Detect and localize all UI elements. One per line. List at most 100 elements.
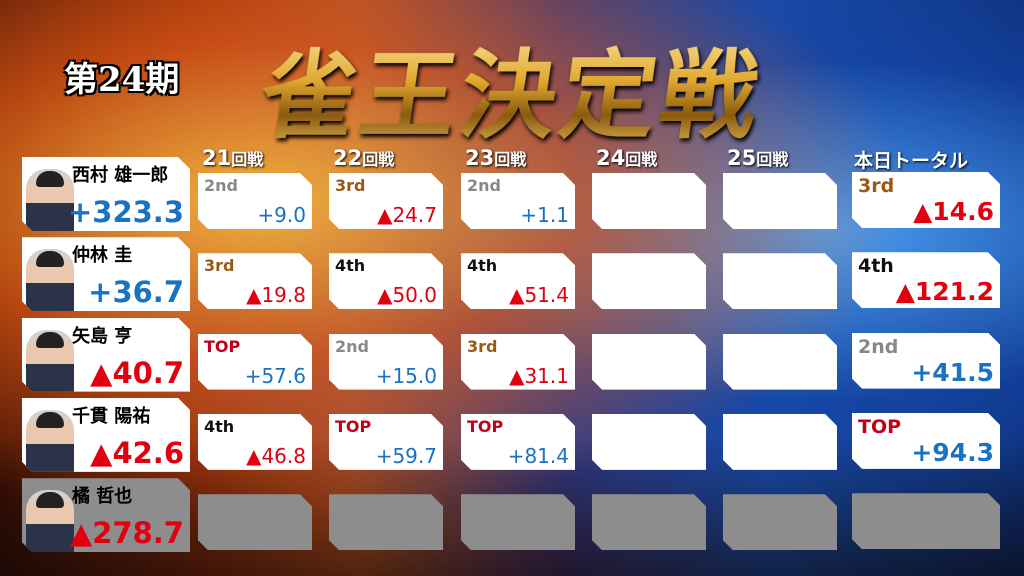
score-value: +9.0 xyxy=(257,203,306,227)
player-name: 千貫 陽祐 xyxy=(72,405,151,427)
player-photo xyxy=(26,169,74,231)
score-value: +41.5 xyxy=(911,357,994,387)
day-total-card: 4th ▲121.2 xyxy=(852,252,1000,308)
round-number: 24 xyxy=(596,146,626,170)
score-value: +81.4 xyxy=(507,443,569,468)
score-value: +15.0 xyxy=(375,363,437,388)
score-value: ▲14.6 xyxy=(913,197,994,226)
game-score-card: TOP +57.6 xyxy=(198,334,312,390)
player-card: 西村 雄一郎 +323.3 xyxy=(22,157,190,231)
game-score-card xyxy=(592,253,706,309)
game-score-card: TOP +59.7 xyxy=(329,414,443,470)
game-score-card: 4th ▲51.4 xyxy=(461,253,575,309)
game-score-card xyxy=(723,494,837,550)
rank-label: 4th xyxy=(858,255,894,278)
rank-label: 4th xyxy=(467,256,498,276)
rank-label: 3rd xyxy=(335,176,366,195)
game-score-card: 3rd ▲24.7 xyxy=(329,173,443,229)
player-total: ▲42.6 xyxy=(90,435,184,470)
round-unit: 本日トータル xyxy=(854,150,969,172)
game-score-card: 2nd +1.1 xyxy=(461,173,575,229)
game-score-card: 3rd ▲19.8 xyxy=(198,253,312,309)
score-value: +59.7 xyxy=(375,443,437,468)
game-score-card xyxy=(723,173,837,229)
game-score-card: 2nd +15.0 xyxy=(329,334,443,390)
player-card: 矢島 亨 ▲40.7 xyxy=(22,318,190,392)
day-total-card: 3rd ▲14.6 xyxy=(852,172,1000,228)
game-score-card: 2nd +9.0 xyxy=(198,173,312,229)
player-total: +323.3 xyxy=(67,195,184,229)
rank-label: 3rd xyxy=(204,256,235,276)
score-value: ▲31.1 xyxy=(509,363,569,388)
game-score-card xyxy=(592,414,706,470)
round-unit: 回戦 xyxy=(756,150,789,169)
player-name: 矢島 亨 xyxy=(72,325,133,347)
rank-label: 2nd xyxy=(204,176,238,195)
day-total-card: 2nd +41.5 xyxy=(852,333,1000,389)
period-label: 第24期 xyxy=(64,60,180,100)
game-score-card: TOP +81.4 xyxy=(461,414,575,470)
rank-label: 3rd xyxy=(467,336,498,356)
player-photo xyxy=(26,249,74,311)
day-total-card: TOP +94.3 xyxy=(852,413,1000,469)
column-header: 本日トータル xyxy=(854,146,968,173)
player-name: 西村 雄一郎 xyxy=(72,165,169,186)
rank-label: 4th xyxy=(335,256,366,276)
round-unit: 回戦 xyxy=(231,150,264,169)
player-card: 橘 哲也 ▲278.7 xyxy=(22,478,190,552)
rank-label: TOP xyxy=(467,416,504,436)
column-header: 24回戦 xyxy=(596,146,657,170)
game-score-card xyxy=(461,494,575,550)
score-value: ▲24.7 xyxy=(377,203,437,227)
game-score-card: 4th ▲46.8 xyxy=(198,414,312,470)
round-number: 23 xyxy=(465,146,495,170)
game-score-card xyxy=(723,334,837,390)
game-score-card xyxy=(198,494,312,550)
rank-label: 2nd xyxy=(858,335,899,358)
player-name: 橘 哲也 xyxy=(72,486,133,508)
player-photo xyxy=(26,490,74,552)
game-score-card: 4th ▲50.0 xyxy=(329,253,443,309)
rank-label: 3rd xyxy=(858,175,895,197)
game-score-card xyxy=(592,494,706,550)
column-header: 22回戦 xyxy=(333,146,394,170)
score-value: ▲19.8 xyxy=(246,283,306,308)
score-value: +57.6 xyxy=(244,363,306,388)
column-header: 25回戦 xyxy=(727,146,788,170)
rank-label: TOP xyxy=(335,416,372,436)
game-score-card xyxy=(592,173,706,229)
player-total: ▲278.7 xyxy=(69,516,184,551)
game-score-card xyxy=(592,334,706,390)
game-score-card xyxy=(723,253,837,309)
score-value: ▲51.4 xyxy=(509,283,569,308)
player-photo xyxy=(26,410,74,472)
rank-label: TOP xyxy=(204,336,241,356)
score-value: +1.1 xyxy=(520,203,569,227)
game-score-card xyxy=(329,494,443,550)
player-name: 仲林 圭 xyxy=(72,245,133,267)
game-score-card xyxy=(723,414,837,470)
round-number: 22 xyxy=(333,146,363,170)
column-header: 21回戦 xyxy=(202,146,263,170)
player-photo xyxy=(26,330,74,392)
player-card: 仲林 圭 +36.7 xyxy=(22,237,190,311)
round-number: 21 xyxy=(202,146,232,170)
day-total-card xyxy=(852,493,1000,549)
score-value: ▲121.2 xyxy=(895,277,994,307)
rank-label: 4th xyxy=(204,416,235,436)
game-score-card: 3rd ▲31.1 xyxy=(461,334,575,390)
round-unit: 回戦 xyxy=(494,150,527,169)
player-total: +36.7 xyxy=(88,275,184,310)
player-card: 千貫 陽祐 ▲42.6 xyxy=(22,398,190,472)
column-header: 23回戦 xyxy=(465,146,526,170)
rank-label: 2nd xyxy=(467,176,501,195)
rank-label: TOP xyxy=(858,415,902,438)
round-unit: 回戦 xyxy=(362,150,395,169)
event-title: 雀王決定戦 xyxy=(252,18,772,157)
round-number: 25 xyxy=(727,146,757,170)
round-unit: 回戦 xyxy=(625,150,658,169)
score-value: ▲46.8 xyxy=(246,443,306,468)
score-value: +94.3 xyxy=(911,437,994,467)
score-value: ▲50.0 xyxy=(377,283,437,308)
rank-label: 2nd xyxy=(335,336,369,356)
